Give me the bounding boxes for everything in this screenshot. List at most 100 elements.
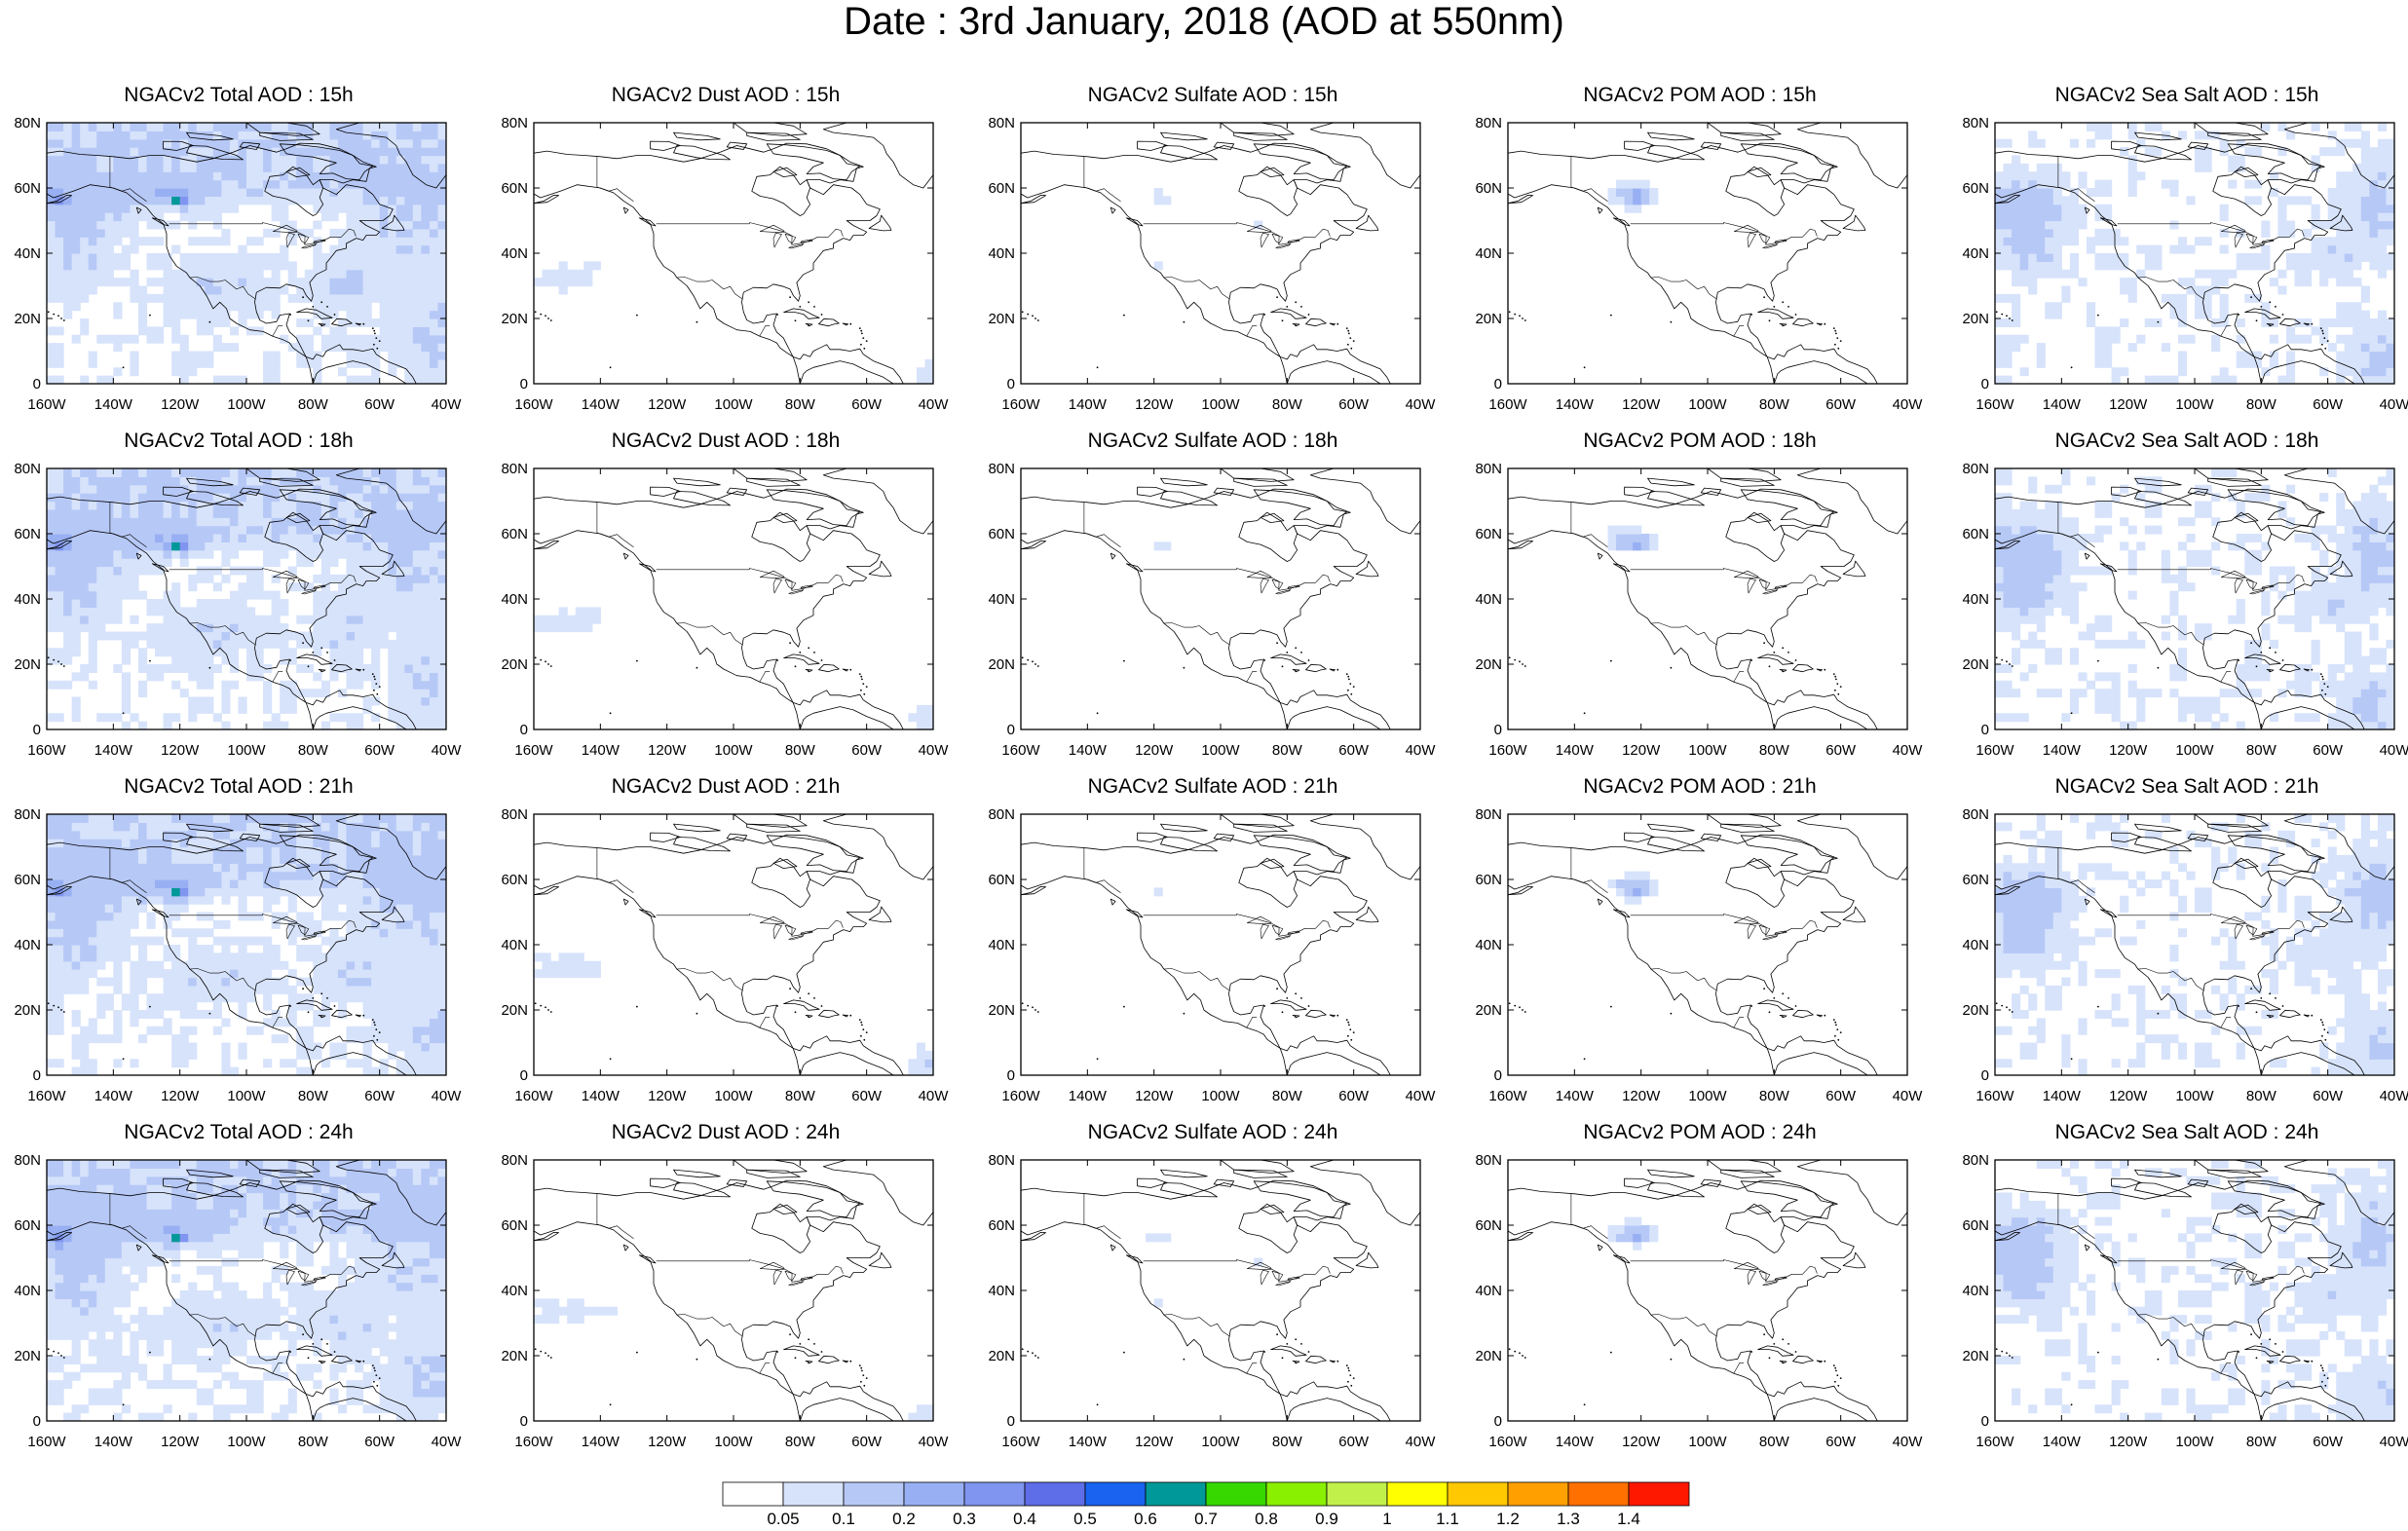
aod-cell [404,147,414,157]
small-island [1839,686,1842,688]
aod-cell [421,302,431,312]
aod-cell [2003,680,2013,690]
aod-cell [421,375,431,384]
aod-cell [437,558,446,568]
aod-cell [2344,689,2353,698]
island-outline [279,489,374,526]
aod-cell [2036,212,2046,222]
aod-cell [296,508,306,518]
border-line [656,568,844,591]
aod-cell [2352,680,2362,690]
aod-cell [155,212,165,222]
aod-cell [2311,244,2320,254]
border-line [1733,671,1745,683]
aod-cell [329,155,339,165]
aod-cell [188,147,198,157]
aod-cell [205,196,214,205]
aod-cell [246,179,256,189]
small-island [2311,322,2314,325]
x-tick-label: 80W [1272,396,1303,413]
aod-cell [246,253,256,262]
aod-cell [88,517,97,527]
small-island [47,656,50,659]
aod-cell [96,863,106,873]
aod-cell [88,969,97,979]
island-outline [2099,217,2118,227]
aod-cell [2012,318,2021,327]
aod-cell [371,269,381,279]
aod-cell [263,147,273,157]
aod-cell [88,196,97,205]
lake-outline [2249,243,2266,249]
aod-cell [113,960,123,970]
small-island [62,319,65,321]
aod-cell [88,912,97,921]
aod-cell [329,123,339,131]
aod-cell [80,204,90,213]
aod-cell [437,484,446,494]
aod-cell [1624,196,1634,205]
aod-cell [113,830,123,840]
aod-cell [2327,220,2337,230]
aod-cell [924,358,933,368]
aod-cell [379,285,389,295]
aod-cell [2377,534,2388,542]
aod-cell [155,131,165,140]
aod-cell [2012,648,2021,657]
aod-cell [337,179,348,189]
x-tick-label: 120W [2109,396,2148,413]
aod-cell [421,566,431,576]
aod-cell [263,367,273,377]
aod-cell [567,278,577,287]
x-tick-label: 100W [714,742,753,759]
aod-cell [238,566,247,576]
aod-cell [337,334,348,344]
aod-cell [355,655,364,665]
aod-cell [47,171,56,181]
island-outline [673,131,721,141]
aod-cell [371,285,381,295]
island-outline [842,322,848,326]
aod-cell [388,696,397,706]
aod-cell [104,566,114,576]
aod-cell [379,269,389,279]
aod-cell [362,147,372,157]
x-tick-label: 100W [227,742,266,759]
aod-cell [2019,171,2029,181]
aod-cell [146,476,156,486]
aod-cell [355,648,364,657]
lake-outline [1246,224,1272,233]
aod-cell [2386,721,2394,729]
aod-cell [2120,147,2129,157]
aod-cell [355,468,364,477]
aod-cell [113,615,123,624]
aod-cell [104,631,114,641]
aod-cell [379,599,389,608]
aod-cell [388,615,397,624]
x-tick-label: 140W [1069,742,1108,759]
aod-cell [155,138,165,148]
aod-cell [130,541,139,551]
aod-cell [63,854,73,864]
aod-cell [2228,615,2238,624]
aod-cell [2352,607,2362,616]
aod-cell [2003,549,2013,559]
aod-cell [2344,639,2353,649]
aod-cell [412,484,422,494]
aod-cell [2052,269,2062,279]
aod-cell [379,623,389,633]
aod-cell [2269,566,2279,576]
aod-cell [2336,534,2346,542]
aod-cell [2303,196,2313,205]
aod-cell [104,558,114,568]
aod-cell [296,155,306,165]
aod-cell [429,285,439,295]
aod-cell [421,261,431,271]
aod-cell [2036,188,2046,197]
aod-cell [2045,244,2054,254]
aod-cell [320,566,331,576]
aod-cell [2078,212,2088,222]
aod-cell [2061,607,2071,616]
aod-cell [379,566,389,576]
small-island [2321,329,2324,332]
